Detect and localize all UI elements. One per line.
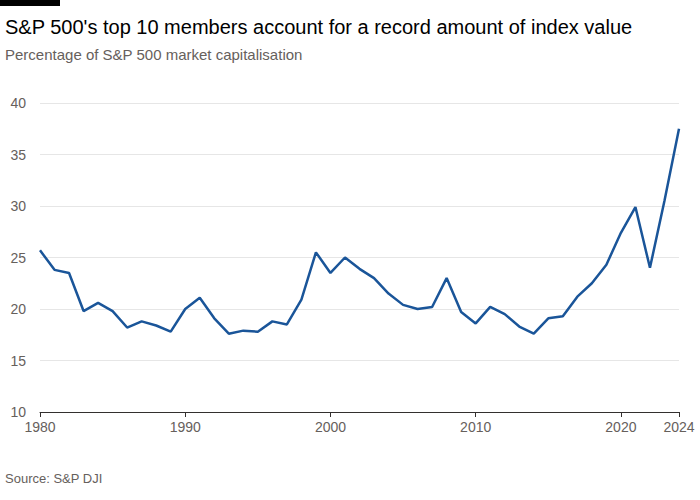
svg-text:15: 15 (10, 353, 26, 369)
svg-text:Percentage of S&P 500 market c: Percentage of S&P 500 market capitalisat… (5, 46, 302, 63)
svg-text:35: 35 (10, 147, 26, 163)
svg-text:Source: S&P DJI: Source: S&P DJI (5, 471, 102, 486)
svg-text:2024: 2024 (663, 419, 694, 435)
svg-text:25: 25 (10, 250, 26, 266)
svg-text:40: 40 (10, 95, 26, 111)
svg-text:10: 10 (10, 404, 26, 420)
svg-text:30: 30 (10, 198, 26, 214)
svg-text:S&P 500's top 10 members accou: S&P 500's top 10 members account for a r… (5, 16, 632, 38)
svg-text:1990: 1990 (170, 419, 201, 435)
svg-text:20: 20 (10, 301, 26, 317)
svg-text:1980: 1980 (24, 419, 55, 435)
svg-text:2020: 2020 (605, 419, 636, 435)
svg-text:2010: 2010 (460, 419, 491, 435)
svg-text:2000: 2000 (315, 419, 346, 435)
